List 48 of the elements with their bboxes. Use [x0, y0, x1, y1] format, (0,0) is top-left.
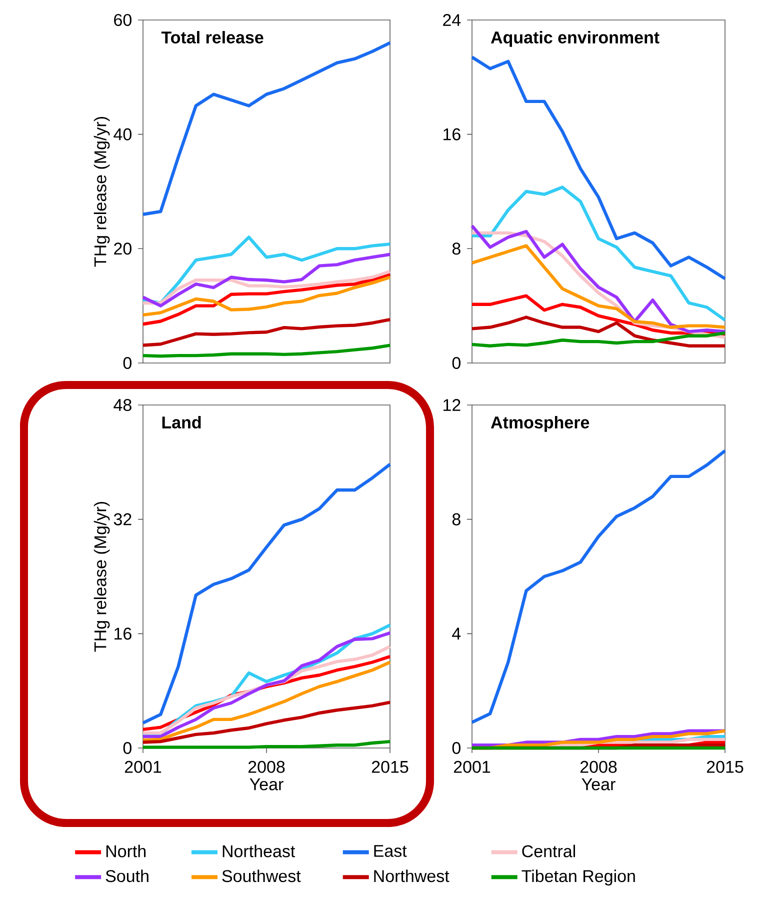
legend-label: South: [106, 870, 148, 882]
y-tick-label: 8: [452, 242, 460, 255]
x-tick-label: 2001: [454, 760, 490, 773]
line-series: [470, 331, 727, 348]
line-series: [141, 462, 392, 725]
legend-label: East: [374, 845, 407, 857]
line-series: [141, 276, 392, 317]
x-tick-label: 2001: [124, 760, 162, 773]
y-tick-label: 12: [444, 399, 460, 411]
y-tick-label: 24: [443, 14, 461, 26]
y-tick-label: 40: [114, 128, 132, 140]
text: Atmosphere: [490, 416, 590, 432]
x-axis-title: Year: [250, 778, 284, 790]
line-series: [470, 56, 727, 280]
y-tick-label: 4: [452, 628, 461, 640]
y-tick-label: 16: [444, 128, 460, 140]
y-tick-label: 16: [114, 628, 132, 640]
y-tick-label: 60: [114, 14, 132, 26]
legend-label: Central: [522, 844, 576, 858]
x-tick-label: 2015: [372, 760, 408, 773]
y-tick-label: 20: [114, 242, 132, 255]
y-tick-label: 0: [452, 356, 460, 370]
legend-label: Northwest: [374, 870, 450, 882]
y-tick-label: 8: [452, 513, 460, 526]
y-tick-label: 48: [114, 398, 132, 412]
y-tick-label: 32: [114, 513, 132, 526]
x-tick-label: 2008: [580, 760, 617, 773]
y-axis-title: THg release (Mg/yr): [94, 117, 110, 267]
legend-label: Northeast: [222, 844, 296, 858]
y-tick-label: 0: [123, 742, 132, 754]
text: Total release: [161, 31, 264, 44]
line-series: [141, 272, 392, 326]
x-axis-title: Year: [582, 778, 616, 790]
x-tick-label: 2008: [248, 760, 285, 773]
legend-label: North: [106, 844, 146, 858]
x-tick-label: 2015: [706, 760, 744, 773]
line-series: [470, 186, 727, 322]
text: Aquatic environment: [490, 31, 660, 47]
y-tick-label: 0: [452, 742, 460, 754]
line-series: [470, 449, 727, 724]
line-series: [141, 660, 392, 742]
line-series: [141, 700, 392, 744]
legend-label: Tibetan Region: [522, 870, 635, 886]
text: Land: [162, 416, 201, 428]
legend-label: Southwest: [222, 870, 301, 882]
line-series: [141, 318, 392, 347]
y-axis-title: THg release (Mg/yr): [94, 502, 110, 652]
y-tick-label: 0: [123, 356, 132, 370]
